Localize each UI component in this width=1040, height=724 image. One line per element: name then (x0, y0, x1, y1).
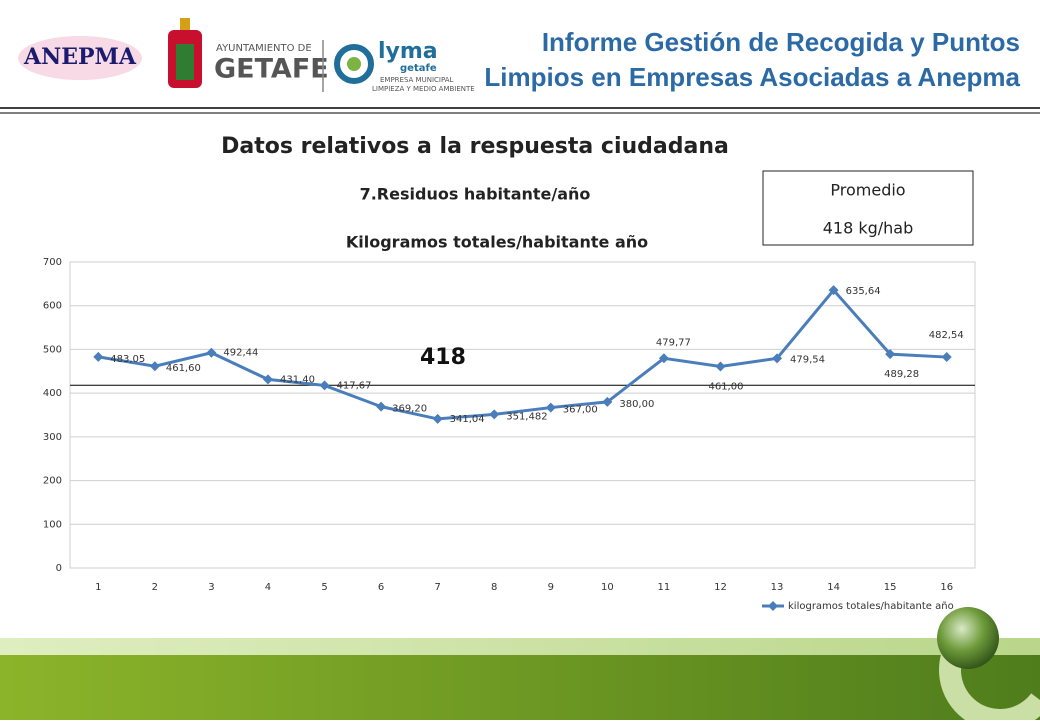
point-marker (941, 352, 952, 363)
data-label: 483,05 (110, 354, 145, 365)
y-tick-label: 500 (43, 344, 62, 355)
x-tick-label: 15 (884, 582, 897, 593)
reference-label: 418 (420, 345, 466, 370)
data-label: 461,60 (166, 363, 201, 374)
point-marker (206, 347, 217, 358)
point-marker (432, 413, 443, 424)
average-value: 418 kg/hab (823, 219, 914, 238)
getafe-text: GETAFE (214, 54, 329, 85)
x-tick-label: 9 (548, 582, 554, 593)
header-title: Limpios en Empresas Asociadas a Anepma (484, 62, 1020, 92)
point-marker (376, 401, 387, 412)
x-tick-label: 6 (378, 582, 384, 593)
point-marker (545, 402, 556, 413)
average-label: Promedio (830, 181, 905, 200)
x-tick-label: 12 (714, 582, 727, 593)
globe-icon (937, 607, 999, 669)
lyma-line1: EMPRESA MUNICIPAL (380, 76, 454, 84)
y-tick-label: 0 (56, 563, 62, 574)
point-marker (149, 361, 160, 372)
data-label: 479,54 (790, 354, 825, 365)
series-line (98, 287, 947, 421)
x-tick-label: 5 (321, 582, 327, 593)
x-tick-label: 8 (491, 582, 497, 593)
data-label: 431,40 (280, 374, 315, 385)
lyma-logo: lyma getafe EMPRESA MUNICIPAL LIMPIEZA Y… (334, 39, 475, 93)
y-tick-label: 300 (43, 432, 62, 443)
y-tick-label: 200 (43, 476, 62, 487)
point-marker (319, 380, 330, 391)
lyma-text: lyma (378, 39, 438, 64)
data-label: 369,20 (392, 404, 427, 415)
point-marker (262, 374, 273, 385)
x-tick-label: 3 (208, 582, 214, 593)
data-label: 367,00 (563, 405, 598, 416)
point-marker (885, 349, 896, 360)
data-label: 482,54 (929, 330, 964, 341)
data-label: 489,28 (884, 369, 919, 380)
point-marker (489, 409, 500, 420)
y-tick-label: 700 (43, 257, 62, 268)
data-label: 417,67 (337, 380, 372, 391)
x-tick-label: 13 (771, 582, 784, 593)
x-tick-label: 1 (95, 582, 101, 593)
getafe-logo: AYUNTAMIENTO DE GETAFE (168, 18, 329, 92)
y-tick-label: 100 (43, 519, 62, 530)
x-tick-label: 4 (265, 582, 271, 593)
point-marker (715, 361, 726, 372)
subsection-title: 7.Residuos habitante/año (360, 185, 591, 204)
lyma-sub: getafe (400, 63, 437, 74)
legend-label: kilogramos totales/habitante año (788, 601, 954, 612)
x-tick-label: 16 (940, 582, 953, 593)
x-tick-label: 2 (152, 582, 158, 593)
point-marker (772, 353, 783, 364)
x-tick-label: 7 (434, 582, 440, 593)
anepma-logo: ANEPMA (18, 36, 142, 80)
lyma-line2: LIMPIEZA Y MEDIO AMBIENTE (372, 85, 475, 93)
point-marker (602, 396, 613, 407)
y-tick-label: 600 (43, 301, 62, 312)
x-tick-label: 10 (601, 582, 614, 593)
data-label: 380,00 (619, 399, 654, 410)
point-marker (828, 285, 839, 296)
data-label: 341,04 (450, 414, 485, 425)
point-marker (93, 351, 104, 362)
header-title: Informe Gestión de Recogida y Puntos (542, 27, 1020, 57)
anepma-text: ANEPMA (23, 44, 137, 70)
x-tick-label: 11 (658, 582, 671, 593)
data-label: 479,77 (656, 337, 691, 348)
data-label: 461,00 (708, 381, 743, 392)
x-tick-label: 14 (827, 582, 840, 593)
y-tick-label: 400 (43, 388, 62, 399)
legend-marker (768, 601, 778, 611)
data-label: 351,482 (506, 411, 547, 422)
data-label: 492,44 (223, 348, 258, 359)
chart-title: Kilogramos totales/habitante año (346, 233, 648, 252)
data-label: 635,64 (846, 286, 881, 297)
point-marker (658, 353, 669, 364)
ayuntamiento-text: AYUNTAMIENTO DE (216, 43, 312, 54)
section-title: Datos relativos a la respuesta ciudadana (221, 134, 729, 159)
